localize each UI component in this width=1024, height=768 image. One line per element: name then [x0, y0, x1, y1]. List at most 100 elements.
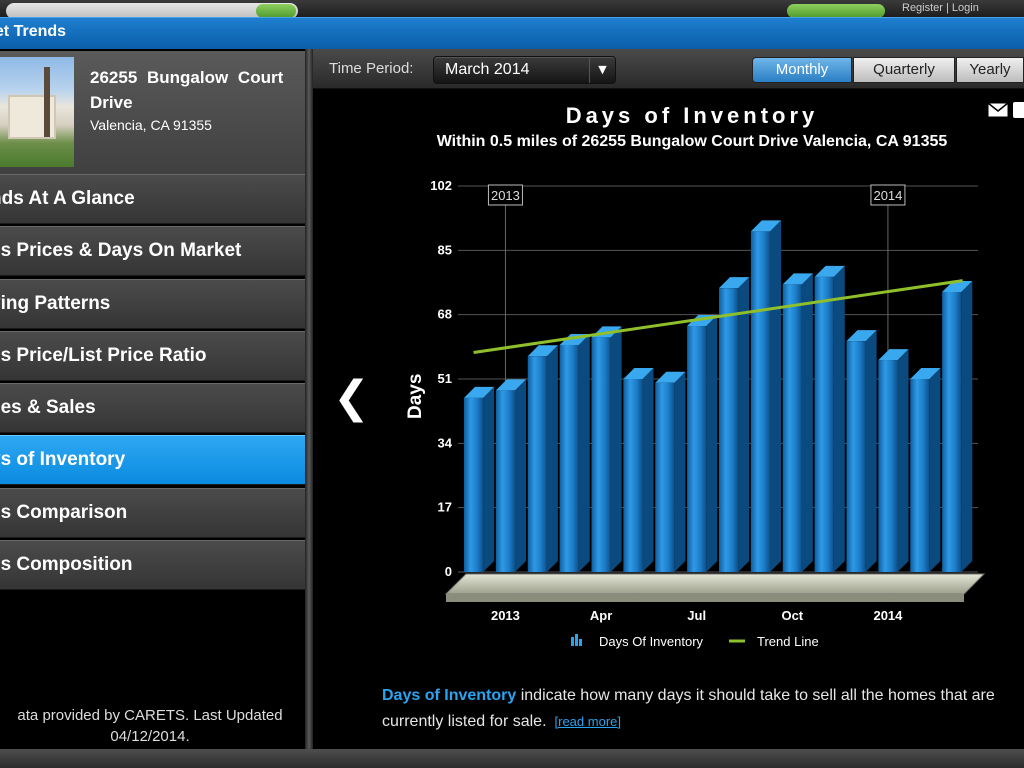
sidebar-item-days-of-inventory[interactable]: ys of Inventory — [0, 435, 305, 485]
bar-side — [642, 368, 654, 572]
bar-top — [846, 330, 877, 342]
sidebar-item-sales-prices-days-on-market[interactable]: es Prices & Days On Market — [0, 226, 305, 276]
bar-top — [495, 379, 526, 391]
legend-bar-icon — [571, 637, 574, 646]
chart-floor — [444, 573, 986, 595]
property-card[interactable]: 26255 Bungalow Court Drive Valencia, CA … — [0, 51, 305, 174]
bar-side — [833, 265, 845, 572]
previous-chart-arrow-icon[interactable]: ❮ — [333, 372, 370, 423]
bar-side — [770, 220, 781, 573]
legend-bar-icon — [575, 634, 578, 646]
description-term: Days of Inventory — [382, 687, 517, 704]
y-tick-label: 68 — [438, 307, 452, 322]
bar-side — [865, 330, 877, 572]
bar-top — [527, 345, 558, 357]
bar — [495, 390, 515, 572]
legend-bar-icon — [579, 639, 582, 646]
bar-top — [655, 371, 686, 383]
browser-top-bar: Register | Login — [0, 0, 1024, 19]
sidebar-item-sales-comparison[interactable]: es Comparison — [0, 488, 305, 538]
bar — [782, 284, 802, 572]
sidebar-item-label: ying Patterns — [0, 293, 111, 314]
segment-quarterly[interactable]: Quarterly — [853, 57, 955, 83]
panel-divider — [305, 49, 313, 749]
bar — [814, 276, 834, 572]
sidebar-item-label: ces & Sales — [0, 397, 96, 418]
trend-line — [473, 279, 963, 354]
bar — [846, 341, 866, 572]
read-more-link[interactable]: [read more] — [554, 714, 621, 729]
segment-monthly[interactable]: Monthly — [752, 57, 852, 83]
bar-side — [897, 349, 909, 572]
sidebar-item-label: es Comparison — [0, 502, 128, 523]
y-tick-label: 34 — [438, 435, 453, 450]
year-marker-label: 2014 — [873, 188, 902, 203]
bar — [464, 397, 484, 572]
year-marker-box — [870, 184, 906, 206]
bar-top — [464, 386, 495, 398]
bar-top — [910, 368, 941, 379]
bar-top — [719, 277, 750, 289]
chart-toolbar: Time Period: March 2014 ▼ Monthly Quarte… — [313, 49, 1024, 89]
chart-subtitle: Within 0.5 miles of 26255 Bungalow Court… — [436, 133, 948, 150]
y-tick-label: 51 — [438, 371, 452, 386]
bar-side — [515, 379, 526, 572]
share-icon[interactable] — [1013, 102, 1024, 118]
time-period-value: March 2014 — [445, 61, 530, 78]
property-photo — [0, 57, 74, 167]
chevron-down-icon[interactable]: ▼ — [589, 57, 615, 83]
bar — [719, 288, 739, 572]
search-go-button[interactable] — [256, 4, 296, 18]
bar-top — [623, 368, 654, 379]
y-tick-label: 102 — [430, 178, 452, 193]
bar-top — [750, 220, 781, 232]
bar-side — [674, 371, 686, 572]
x-tick-label: Oct — [781, 608, 803, 623]
bar — [878, 360, 898, 572]
bar-top — [814, 265, 845, 277]
search-field[interactable] — [6, 3, 298, 19]
email-icon[interactable] — [987, 102, 1009, 118]
y-tick-label: 85 — [438, 242, 452, 257]
x-tick-label: Jul — [687, 608, 706, 623]
days-of-inventory-chart: 0 17 34 51 68 85 102 Days 2013 2014 2013 Apr Jul Oct 2… — [405, 178, 986, 649]
sidebar-item-label: es Price/List Price Ratio — [0, 345, 207, 366]
bar-side — [929, 368, 941, 572]
property-city: Valencia, CA 91355 — [90, 117, 212, 133]
sidebar-item-sales-price-list-price-ratio[interactable]: es Price/List Price Ratio — [0, 331, 305, 381]
bar-side — [610, 326, 622, 572]
segment-yearly[interactable]: Yearly — [956, 57, 1024, 83]
legend-label: Days Of Inventory — [599, 634, 704, 649]
data-source-footnote: ata provided by CARETS. Last Updated 04/… — [17, 707, 283, 745]
top-action-pill[interactable] — [787, 4, 885, 18]
bar — [591, 337, 611, 572]
register-login-links[interactable]: Register | Login — [902, 2, 979, 14]
sidebar-item-buying-patterns[interactable]: ying Patterns — [0, 279, 305, 329]
bar-side — [706, 315, 718, 572]
property-address: 26255 Bungalow Court Drive — [90, 68, 284, 112]
bar — [942, 291, 962, 572]
bar-side — [546, 345, 558, 572]
bar-side — [801, 273, 813, 572]
bar-top — [782, 273, 813, 285]
sidebar-item-label: ys of Inventory — [0, 449, 126, 470]
bar-top — [942, 280, 973, 292]
sidebar-item-trends-at-a-glance[interactable]: nds At A Glance — [0, 174, 305, 224]
bar-top — [878, 349, 909, 361]
chart-description: Days of Inventory indicate how many days… — [382, 683, 1022, 735]
chart-floor-edge — [446, 594, 964, 602]
sidebar-item-prices-and-sales[interactable]: ces & Sales — [0, 383, 305, 433]
bar — [559, 344, 579, 572]
y-axis-label: Days — [405, 374, 426, 419]
time-period-select[interactable]: March 2014 ▼ — [433, 56, 616, 84]
bar — [687, 326, 707, 572]
bar — [527, 356, 547, 572]
bottom-bar — [0, 749, 1024, 768]
chart-panel: ❮ Days of Inventory Within 0.5 miles of … — [313, 90, 1024, 749]
y-tick-label: 0 — [445, 564, 452, 579]
bar — [750, 231, 770, 573]
description-text: indicate how many days it should take to… — [382, 687, 995, 730]
sidebar-item-sales-composition[interactable]: es Composition — [0, 540, 305, 590]
y-tick-label: 17 — [438, 500, 452, 515]
bar-side — [738, 277, 750, 572]
